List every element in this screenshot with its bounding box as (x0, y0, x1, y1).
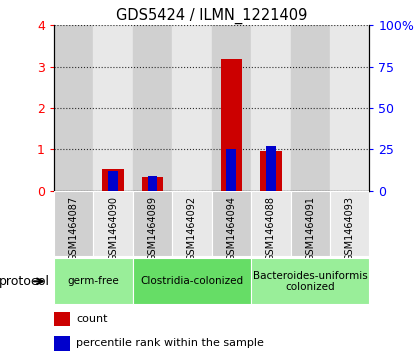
Bar (172, 191, 212, 256)
Bar (172, 25, 212, 191)
Title: GDS5424 / ILMN_1221409: GDS5424 / ILMN_1221409 (116, 8, 308, 24)
Bar (266, 146, 276, 191)
Bar (212, 25, 251, 191)
Text: GSM1464092: GSM1464092 (187, 196, 197, 261)
Bar (290, 25, 330, 191)
Bar (133, 258, 251, 304)
Bar (102, 169, 124, 191)
Bar (133, 191, 172, 256)
Bar (54, 191, 93, 256)
Text: percentile rank within the sample: percentile rank within the sample (76, 338, 264, 348)
Text: count: count (76, 314, 107, 324)
Bar (93, 25, 133, 191)
Text: GSM1464091: GSM1464091 (305, 196, 315, 261)
Bar (148, 176, 157, 191)
Bar (251, 25, 290, 191)
Text: Clostridia-colonized: Clostridia-colonized (140, 276, 244, 286)
Bar (251, 258, 369, 304)
Text: GSM1464088: GSM1464088 (266, 196, 276, 261)
Bar (93, 191, 133, 256)
Bar (220, 59, 242, 191)
Text: germ-free: germ-free (68, 276, 119, 286)
Bar (227, 149, 236, 191)
Bar (330, 25, 369, 191)
Text: protocol: protocol (0, 275, 50, 288)
Bar (54, 258, 133, 304)
Text: Bacteroides-uniformis
colonized: Bacteroides-uniformis colonized (253, 270, 368, 292)
Text: GSM1464087: GSM1464087 (68, 196, 79, 261)
Bar (251, 191, 290, 256)
Text: GSM1464093: GSM1464093 (344, 196, 355, 261)
Bar (212, 191, 251, 256)
Text: GSM1464089: GSM1464089 (147, 196, 158, 261)
Bar (290, 191, 330, 256)
Bar (330, 191, 369, 256)
Text: GSM1464094: GSM1464094 (226, 196, 237, 261)
Bar (54, 336, 70, 351)
Bar (260, 151, 282, 191)
Bar (133, 25, 172, 191)
Bar (108, 171, 118, 191)
Bar (142, 178, 164, 191)
Bar (54, 311, 70, 326)
Text: GSM1464090: GSM1464090 (108, 196, 118, 261)
Bar (54, 25, 93, 191)
